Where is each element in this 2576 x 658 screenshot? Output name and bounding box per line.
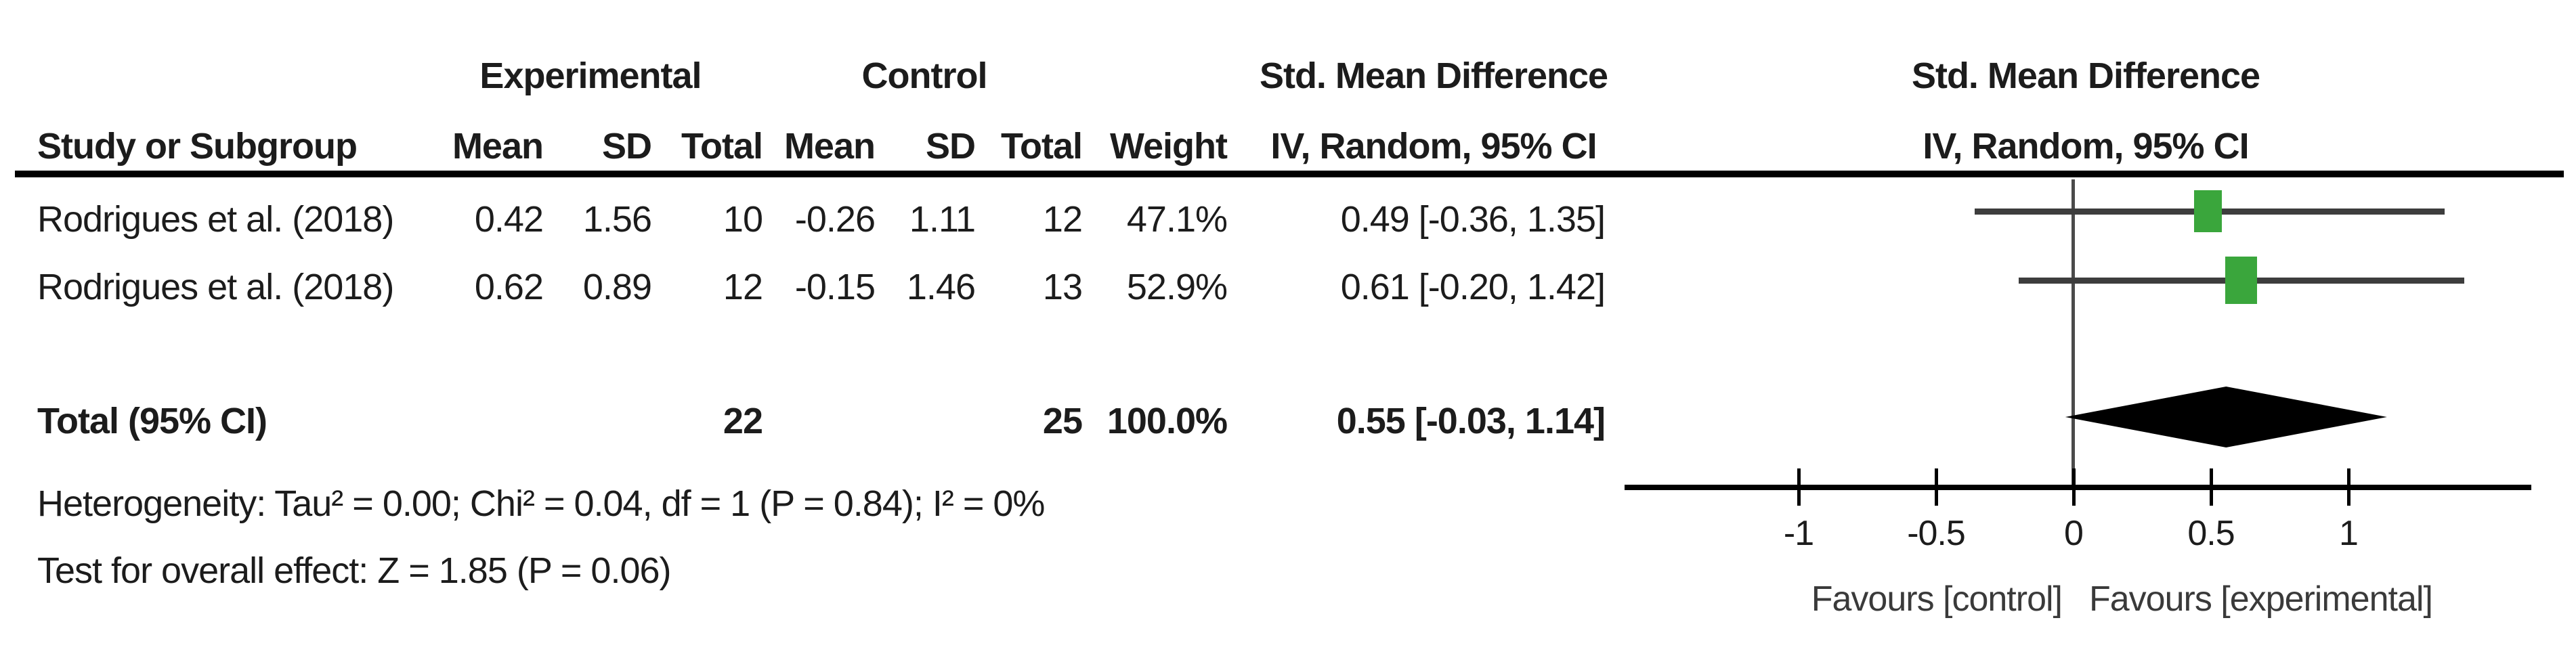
ci-text-value: 0.49 [-0.36, 1.35] (1340, 199, 1606, 240)
exp-sd-value: 0.89 (582, 267, 652, 307)
effect-square (2194, 190, 2223, 232)
col-header-ci: IV, Random, 95% CI (1270, 126, 1597, 167)
total-ci-text: 0.55 [-0.03, 1.14] (1336, 401, 1606, 441)
ctrl-sd-value: 1.11 (909, 199, 976, 240)
weight-value: 47.1% (1126, 199, 1228, 240)
heterogeneity-text: Heterogeneity: Tau² = 0.00; Chi² = 0.04,… (37, 483, 1045, 524)
total-exp-total: 22 (723, 401, 763, 441)
col-header-ctrl-total: Total (1001, 126, 1083, 167)
col-header-ctrl-mean: Mean (783, 126, 876, 167)
axis-tick-label: 1 (2339, 514, 2359, 553)
exp-sd-value: 1.56 (582, 199, 652, 240)
exp-total-value: 10 (723, 199, 763, 240)
study-label: Rodrigues et al. (2018) (37, 199, 394, 240)
zero-line (2071, 179, 2075, 488)
study-label: Rodrigues et al. (2018) (37, 267, 394, 307)
ctrl-total-value: 12 (1042, 199, 1083, 240)
ci-text-value: 0.61 [-0.20, 1.42] (1340, 267, 1606, 307)
axis-tick-label: 0.5 (2187, 514, 2235, 553)
exp-mean-value: 0.42 (474, 199, 544, 240)
exp-total-value: 12 (723, 267, 763, 307)
axis-tick (2072, 468, 2076, 506)
axis-tick (1797, 468, 1801, 506)
exp-mean-value: 0.62 (474, 267, 544, 307)
effect-square (2225, 257, 2258, 304)
axis-tick (2210, 468, 2213, 506)
axis-tick-label: -1 (1783, 514, 1814, 553)
total-diamond (2065, 387, 2387, 447)
group-header-control: Control (861, 56, 988, 96)
axis-tick (2347, 468, 2350, 506)
group-header-experimental: Experimental (479, 56, 702, 96)
header-rule (15, 171, 2564, 177)
effect-header-plot-column: Std. Mean Difference (1911, 56, 2260, 96)
col-header-exp-sd: SD (601, 126, 652, 167)
col-header-study: Study or Subgroup (37, 126, 358, 167)
axis-tick-label: -0.5 (1907, 514, 1966, 553)
effect-header-text-column: Std. Mean Difference (1259, 56, 1608, 96)
col-header-weight: Weight (1110, 126, 1228, 167)
total-label: Total (95% CI) (37, 401, 267, 441)
col-header-exp-total: Total (681, 126, 763, 167)
total-ctrl-total: 25 (1042, 401, 1083, 441)
favours-right-label: Favours [experimental] (2089, 579, 2433, 619)
axis-line (1625, 485, 2531, 490)
total-weight: 100.0% (1107, 401, 1228, 441)
ctrl-total-value: 13 (1042, 267, 1083, 307)
col-header-ctrl-sd: SD (925, 126, 976, 167)
plot-header-ci: IV, Random, 95% CI (1923, 126, 2249, 167)
weight-value: 52.9% (1126, 267, 1228, 307)
ctrl-sd-value: 1.46 (906, 267, 976, 307)
ctrl-mean-value: -0.26 (794, 199, 876, 240)
axis-tick (1935, 468, 1938, 506)
ctrl-mean-value: -0.15 (794, 267, 876, 307)
favours-left-label: Favours [control] (1811, 579, 2063, 619)
overall-effect-text: Test for overall effect: Z = 1.85 (P = 0… (37, 550, 672, 591)
col-header-exp-mean: Mean (452, 126, 544, 167)
axis-tick-label: 0 (2064, 514, 2084, 553)
